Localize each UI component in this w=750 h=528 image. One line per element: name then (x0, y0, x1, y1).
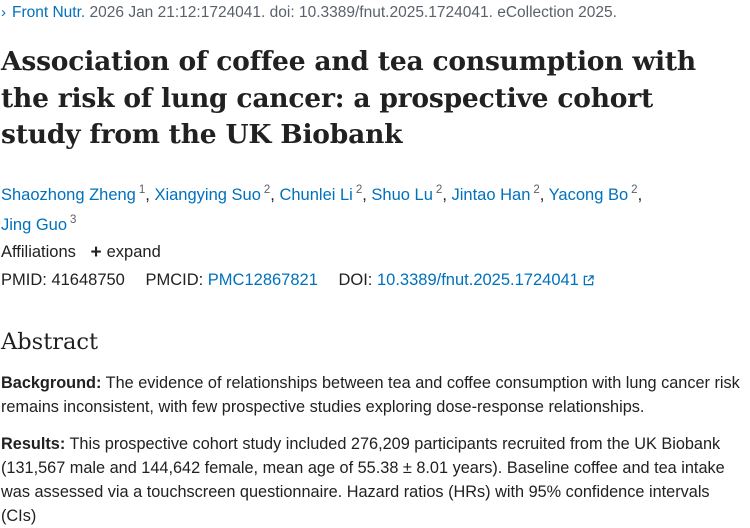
affiliations-expand-button[interactable]: + expand (90, 242, 161, 263)
author-affiliation-number[interactable]: 2 (355, 184, 363, 196)
identifiers-row: PMID: 41648750 PMCID: PMC12867821 DOI: 1… (1, 269, 594, 291)
author-item: Shaozhong Zheng 1 (1, 184, 146, 204)
article-title: Association of coffee and tea consumptio… (1, 46, 696, 150)
author-affiliation-number[interactable]: 2 (263, 184, 271, 196)
doi-label: DOI: (338, 271, 373, 289)
author-affiliation-number[interactable]: 2 (631, 184, 638, 196)
pmcid-label: PMCID: (145, 271, 204, 289)
affiliations-row: Affiliations + expand (1, 241, 161, 264)
abstract-heading: Abstract (1, 329, 99, 355)
results-label: Results: (1, 435, 66, 453)
abstract-results: Results: This prospective cohort study i… (1, 432, 746, 528)
author-item: Jing Guo 3 (1, 214, 77, 234)
author-link[interactable]: Yacong Bo (548, 186, 629, 204)
expand-label: expand (106, 243, 161, 261)
citation-line: › Front Nutr. 2026 Jan 21:12:1724041. doi… (1, 3, 617, 23)
pmcid-link[interactable]: PMC12867821 (207, 271, 318, 289)
author-link[interactable]: Jintao Han (451, 186, 531, 204)
citation-details: 2026 Jan 21:12:1724041. doi: 10.3389/fnu… (85, 4, 617, 21)
pmid-value: 41648750 (51, 271, 125, 289)
author-list: Shaozhong Zheng 1, Xiangying Suo 2, Chunle… (1, 184, 643, 234)
author-item: Yacong Bo 2 (548, 184, 638, 204)
author-link[interactable]: Jing Guo (1, 216, 68, 234)
author-item: Chunlei Li 2 (279, 184, 363, 204)
author-affiliation-number[interactable]: 1 (138, 184, 146, 196)
plus-icon: + (90, 242, 102, 263)
author-link[interactable]: Shuo Lu (371, 186, 433, 204)
affiliations-label: Affiliations (1, 243, 76, 261)
author-affiliation-number[interactable]: 2 (533, 184, 540, 196)
author-item: Shuo Lu 2 (371, 184, 443, 204)
background-label: Background: (1, 374, 102, 392)
doi-value: 10.3389/fnut.2025.1724041 (376, 271, 579, 289)
abstract-background: Background: The evidence of relationship… (1, 371, 746, 419)
pmid-label: PMID: (1, 271, 47, 289)
chevron-right-icon[interactable]: › (1, 4, 6, 21)
author-link[interactable]: Shaozhong Zheng (1, 186, 136, 204)
author-link[interactable]: Xiangying Suo (154, 186, 261, 204)
results-text: This prospective cohort study included 2… (1, 435, 725, 525)
journal-link[interactable]: Front Nutr. (12, 4, 86, 21)
author-item: Xiangying Suo 2 (154, 184, 271, 204)
background-text: The evidence of relationships between te… (1, 374, 740, 416)
author-affiliation-number[interactable]: 3 (70, 214, 77, 226)
external-link-icon (583, 275, 594, 286)
author-link[interactable]: Chunlei Li (279, 186, 353, 204)
doi-link[interactable]: 10.3389/fnut.2025.1724041 (377, 271, 594, 289)
author-item: Jintao Han 2 (451, 184, 540, 204)
author-affiliation-number[interactable]: 2 (435, 184, 443, 196)
